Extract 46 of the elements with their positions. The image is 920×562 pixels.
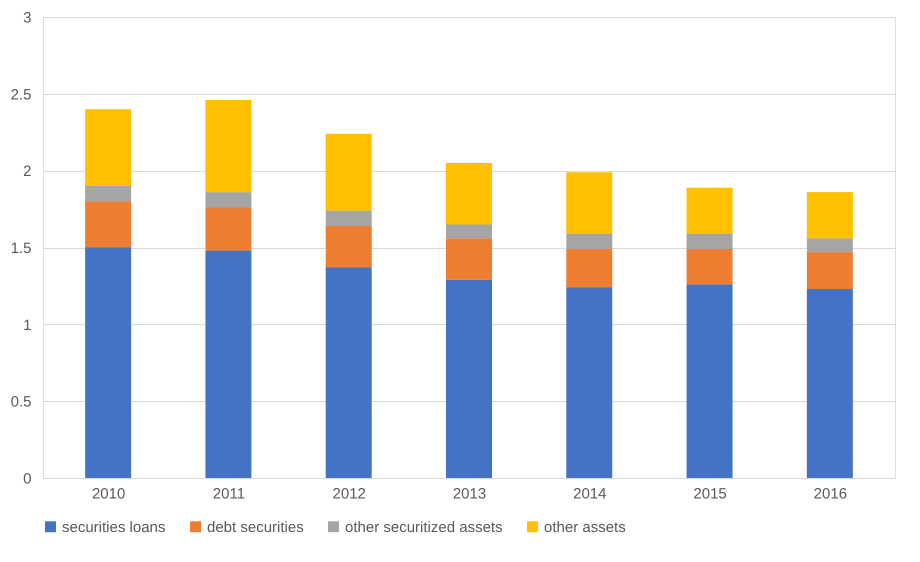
y-tick-label: 0.5 — [10, 394, 32, 411]
x-tick-label: 2016 — [814, 486, 848, 502]
legend-label: other assets — [544, 518, 626, 536]
bar — [806, 238, 853, 252]
bar — [85, 248, 132, 478]
bar — [566, 172, 612, 234]
bar — [205, 250, 252, 478]
bar — [806, 288, 853, 478]
bar — [446, 238, 492, 280]
bar — [806, 252, 853, 289]
x-tick-label: 2014 — [573, 486, 606, 502]
legend-label: securities loans — [62, 518, 166, 536]
y-tick-label: 3 — [23, 10, 32, 26]
bar — [205, 192, 252, 208]
x-tick-label: 2015 — [693, 486, 727, 502]
bar — [326, 210, 372, 226]
legend-label: other securitized assets — [345, 518, 503, 536]
bar — [85, 186, 132, 202]
bar — [686, 188, 733, 234]
bar — [566, 249, 612, 288]
bar — [686, 249, 733, 284]
bar — [205, 100, 252, 192]
x-tick-label: 2013 — [452, 486, 486, 502]
y-tick-label: 2.5 — [10, 86, 32, 104]
bar — [446, 280, 492, 478]
legend-label: debt securities — [207, 518, 304, 536]
bar — [326, 267, 372, 478]
bar — [446, 224, 492, 238]
y-tick-label: 2 — [23, 163, 32, 180]
y-tick-label: 0 — [23, 470, 32, 488]
bar — [566, 287, 612, 478]
x-tick-label: 2012 — [332, 486, 366, 502]
bar — [85, 201, 132, 248]
bar — [686, 284, 733, 478]
bar — [85, 109, 132, 186]
x-tick-label: 2011 — [212, 486, 246, 502]
bar — [806, 192, 853, 238]
bar — [686, 234, 733, 250]
bar — [205, 208, 252, 251]
bar — [326, 226, 372, 268]
bar — [566, 234, 612, 250]
bar — [446, 162, 492, 224]
y-tick-label: 1 — [23, 316, 32, 334]
bar — [326, 134, 372, 211]
x-tick-label: 2010 — [92, 486, 126, 502]
y-tick-label: 1.5 — [10, 240, 32, 257]
